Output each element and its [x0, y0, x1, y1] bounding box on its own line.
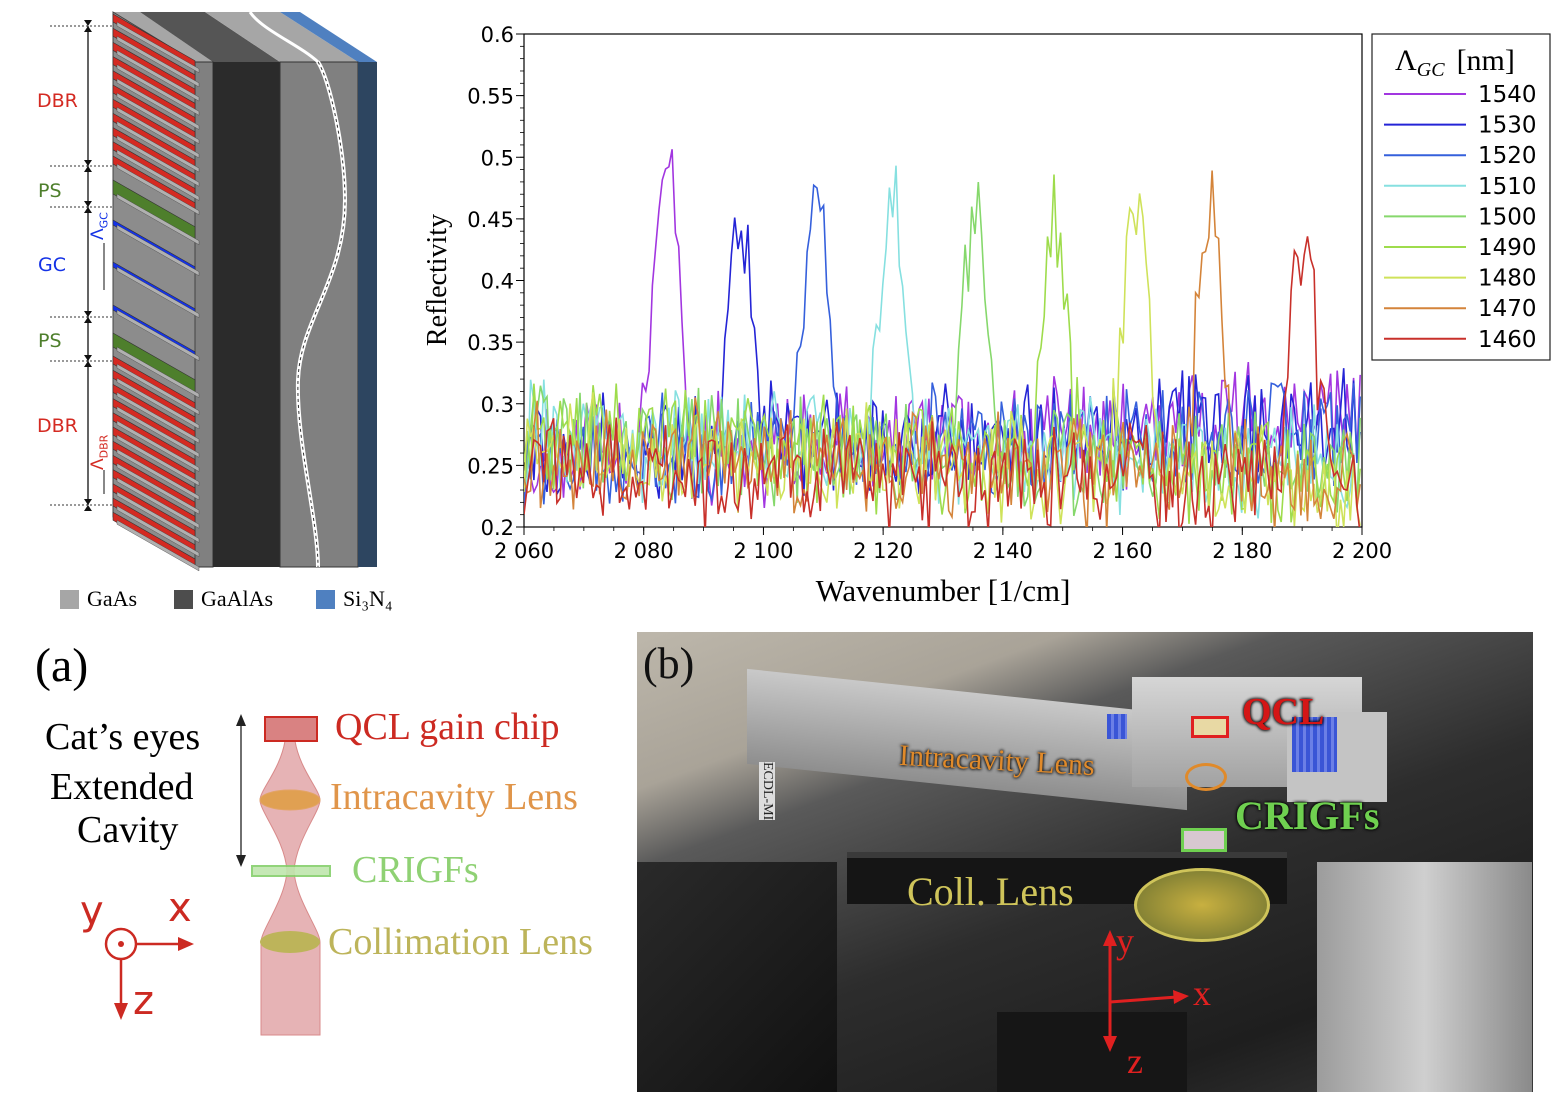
- laser-beam: [259, 740, 321, 1036]
- crigfs-highlight-box: [1181, 828, 1227, 852]
- top-face-si3n4: [280, 12, 377, 62]
- qcl-highlight-box: [1191, 716, 1229, 738]
- crigfs-label: CRIGFs: [352, 849, 479, 891]
- reflectivity-chart: 0.2 0.25 0.3 0.35 0.4 0.45 0.5 0.55 0.6 2 060 2 08…: [422, 23, 1551, 608]
- y-tick-label: 0.35: [467, 331, 514, 355]
- photo-x-label: x: [1193, 973, 1211, 1013]
- y-tick-label: 0.55: [467, 85, 514, 109]
- y-tick-label: 0.3: [481, 393, 514, 417]
- panel-a-tag: (a): [35, 639, 89, 692]
- axis-z-label: z: [133, 978, 154, 1024]
- x-axis-label: Wavenumber [1/cm]: [816, 573, 1071, 608]
- dbr-top-label: DBR: [37, 90, 78, 112]
- top-face-gaalas: [140, 12, 280, 62]
- crigfs-shape: [251, 865, 331, 877]
- gaalas-swatch: [174, 590, 193, 609]
- gaalas-label: GaAlAs: [201, 586, 274, 611]
- top-face-gaas: [113, 12, 213, 62]
- axis-y-label: y: [80, 888, 104, 934]
- photo-coll-lens-label: Coll. Lens: [907, 869, 1074, 914]
- intracavity-lens-highlight: [1185, 763, 1227, 791]
- coll-lens-highlight: [1134, 868, 1270, 942]
- chart-legend: ΛGC [nm] 1540 1530 1520 1510 1500 1490 1480 1470…: [1371, 33, 1551, 361]
- ps-bottom-label: PS: [38, 330, 62, 352]
- legend-label-1480: 1480: [1478, 266, 1537, 292]
- y-tick-label: 0.45: [467, 208, 514, 232]
- qcl-chip-shape: [264, 716, 318, 742]
- x-tick-label: 2 200: [1332, 539, 1392, 563]
- legend-label-1460: 1460: [1478, 327, 1537, 353]
- legend-label-1490: 1490: [1478, 235, 1537, 261]
- legend-label-1510: 1510: [1478, 174, 1537, 200]
- dbr-bottom-label: DBR: [37, 415, 78, 437]
- legend-title: ΛGC [nm]: [1395, 44, 1515, 81]
- photo-crigfs-label: CRIGFs: [1235, 793, 1380, 838]
- setup-photo: (b) QCL Intracavity Lens CRIGFs Coll. Le…: [637, 632, 1533, 1092]
- legend-label-1500: 1500: [1478, 204, 1537, 230]
- x-tick-label: 2 120: [853, 539, 913, 563]
- heatsink-fins: [1292, 717, 1337, 772]
- y-tick-label: 0.2: [481, 516, 514, 540]
- y-axis-label: Reflectivity: [422, 214, 453, 346]
- photo-y-label: y: [1116, 921, 1134, 961]
- extended-label: Extended: [50, 766, 194, 808]
- legend-label-1530: 1530: [1478, 113, 1537, 139]
- series-group: [524, 149, 1361, 527]
- series-line-1460: [524, 236, 1361, 527]
- x-tick-label: 2 140: [973, 539, 1033, 563]
- intracavity-lens-shape: [259, 789, 321, 811]
- y-tick-label: 0.6: [481, 23, 514, 47]
- qcl-gain-chip-label: QCL gain chip: [335, 706, 560, 748]
- side-mount: [1317, 862, 1532, 1092]
- axis-x-label: x: [168, 885, 192, 931]
- series-line-1520: [524, 183, 1361, 509]
- legend-label-1520: 1520: [1478, 143, 1537, 169]
- series-line-1540: [524, 149, 1361, 512]
- axes-triad: [104, 927, 194, 1020]
- x-tick-label: 2 160: [1093, 539, 1153, 563]
- collimation-lens-label: Collimation Lens: [328, 921, 593, 963]
- legend-label-1470: 1470: [1478, 296, 1537, 322]
- collimation-lens-shape: [260, 931, 320, 953]
- panel-b-tag: (b): [643, 639, 695, 688]
- y-tick-label: 0.25: [467, 454, 514, 478]
- series-line-1480: [524, 193, 1361, 527]
- x-tick-label: 2 100: [733, 539, 793, 563]
- ecdl-sticker: ECDL-MI: [759, 762, 775, 821]
- y-tick-label: 0.4: [481, 270, 514, 294]
- legend-box: [1371, 33, 1551, 361]
- front-si3n4: [358, 62, 377, 567]
- series-line-1470: [524, 170, 1361, 527]
- x-tick-label: 2 080: [614, 539, 674, 563]
- front-gaalas: [213, 62, 280, 567]
- axis-ticks: 0.2 0.25 0.3 0.35 0.4 0.45 0.5 0.55 0.6 2 060 2 08…: [467, 23, 1392, 563]
- x-tick-label: 2 180: [1212, 539, 1272, 563]
- cavity-schematic: [104, 714, 331, 1036]
- intracavity-lens-label: Intracavity Lens: [330, 776, 578, 818]
- grating-structure-diagram: [50, 11, 377, 572]
- translation-stage: [997, 1012, 1187, 1092]
- series-line-1490: [524, 174, 1361, 524]
- photo-qcl-label: QCL: [1242, 691, 1325, 733]
- cavity-label: Cavity: [77, 809, 179, 851]
- gaas-swatch: [60, 590, 79, 609]
- si3n4-swatch: [316, 590, 335, 609]
- gc-label: GC: [38, 254, 66, 276]
- x-tick-label: 2 060: [494, 539, 554, 563]
- kinematic-mount: [637, 862, 837, 1092]
- gaas-label: GaAs: [87, 586, 138, 611]
- cats-eyes-label: Cat’s eyes: [45, 716, 201, 758]
- si3n4-label: Si₃N₄: [343, 586, 393, 611]
- legend-label-1540: 1540: [1478, 82, 1537, 108]
- ps-top-label: PS: [38, 180, 62, 202]
- y-tick-label: 0.5: [481, 146, 514, 170]
- photo-z-label: z: [1127, 1041, 1143, 1081]
- photo-axes-triad: [1103, 930, 1189, 1052]
